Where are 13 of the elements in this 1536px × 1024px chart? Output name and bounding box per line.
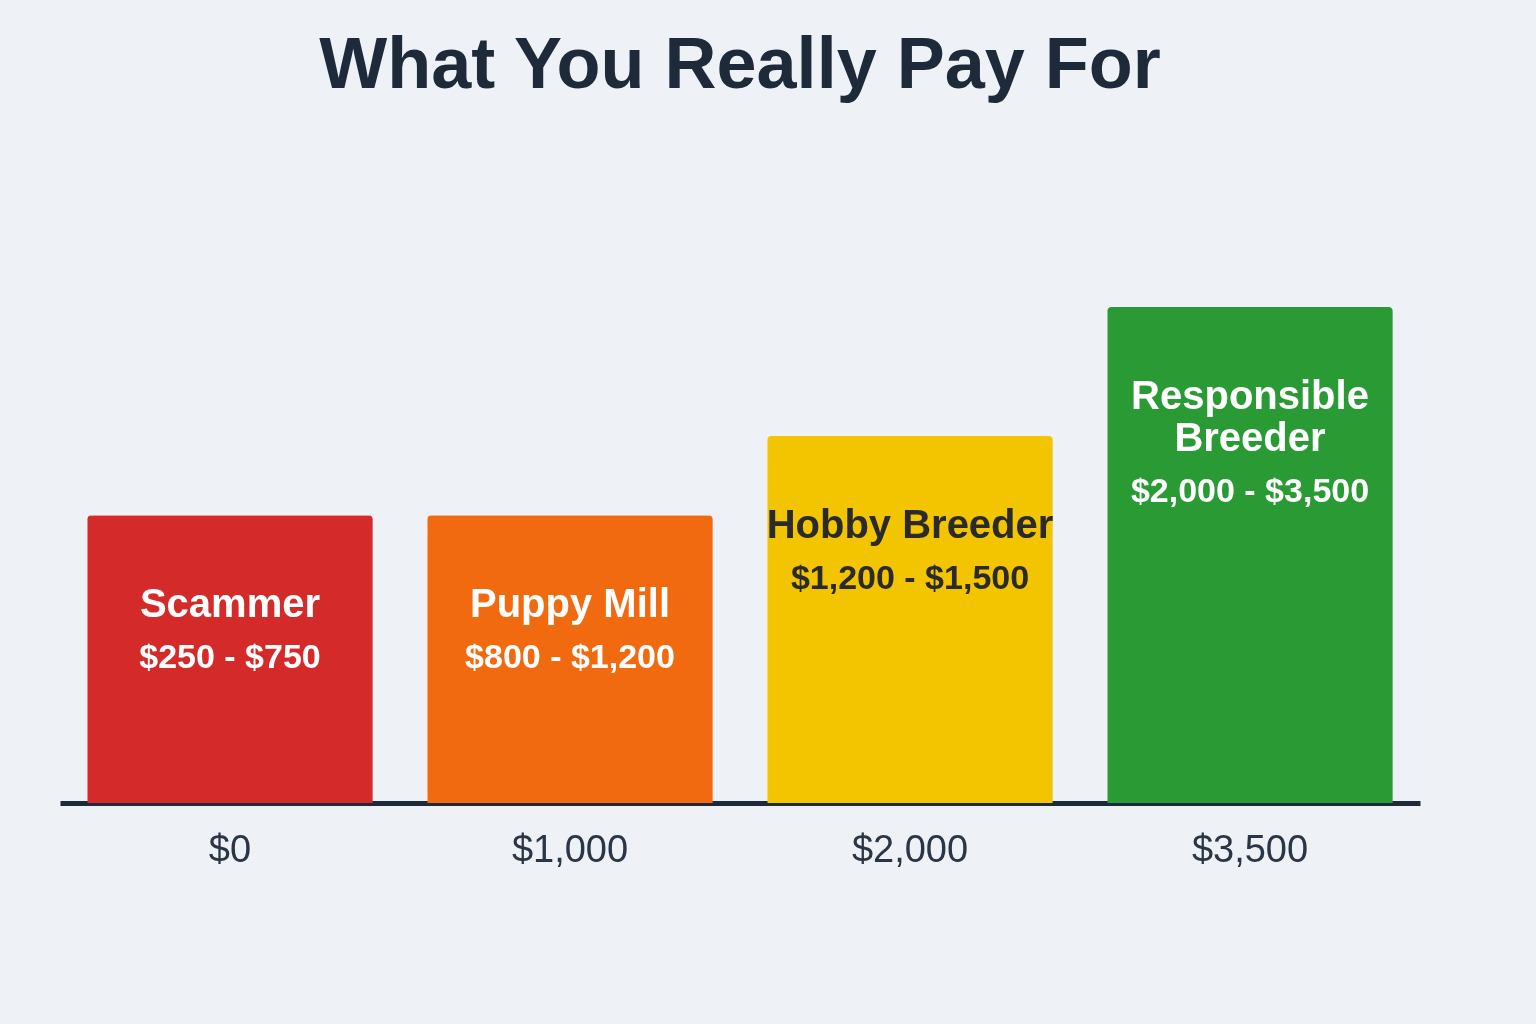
x-tick-label: Responsible Breeder: [1131, 373, 1369, 459]
annotation: $800 - $1,200: [465, 637, 675, 676]
text: $0: [208, 828, 252, 870]
x-tick-label: Scammer: [139, 581, 321, 626]
x-tick-label: Puppy Mill: [470, 581, 670, 626]
x-tick-label: Hobby Breeder: [766, 501, 1054, 546]
chart-title: What You Really Pay For: [319, 23, 1161, 103]
text: $3,500: [1191, 828, 1309, 870]
annotation: $1,200 - $1,500: [790, 557, 1030, 596]
text: $2,000: [851, 828, 969, 870]
annotation: $250 - $750: [139, 637, 321, 676]
annotation: $2,000 - $3,500: [1130, 471, 1370, 509]
text: $1,000: [511, 828, 629, 870]
